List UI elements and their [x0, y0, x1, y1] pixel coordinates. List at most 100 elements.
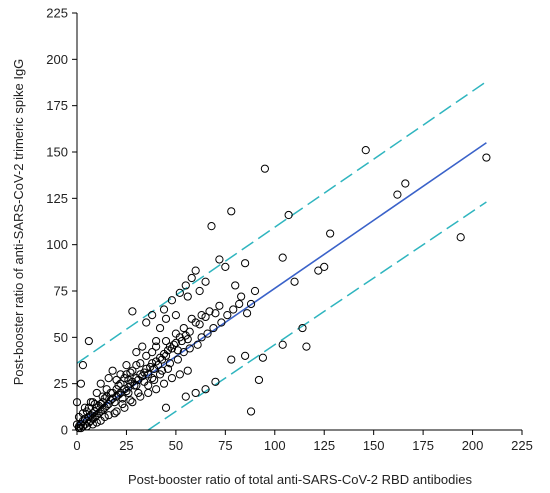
data-point: [237, 292, 246, 301]
data-point: [175, 370, 184, 379]
data-point: [185, 344, 194, 353]
data-point: [326, 229, 335, 238]
y-tick-label: 75: [54, 284, 68, 299]
data-point: [173, 346, 182, 355]
data-point: [167, 296, 177, 305]
data-point: [187, 273, 196, 283]
data-point: [201, 277, 210, 286]
data-point: [229, 305, 238, 314]
data-point: [183, 292, 192, 301]
data-point: [161, 336, 171, 346]
data-point: [159, 305, 169, 314]
data-point: [159, 379, 169, 388]
data-point: [278, 253, 287, 262]
data-point: [171, 310, 180, 320]
data-point: [84, 403, 93, 412]
data-point: [205, 307, 214, 316]
data-point: [227, 207, 236, 216]
y-tick-label: 175: [46, 98, 68, 113]
y-tick-label: 25: [54, 376, 68, 391]
data-point: [171, 338, 180, 347]
data-point: [78, 409, 88, 418]
data-point: [209, 323, 218, 333]
data-point: [167, 374, 177, 383]
data-point: [185, 327, 194, 336]
data-point: [104, 411, 113, 420]
data-point: [183, 366, 192, 375]
data-point: [177, 336, 186, 346]
plot-area: [72, 80, 491, 433]
y-tick-label: 100: [46, 237, 68, 252]
data-point: [250, 286, 260, 296]
upper-band-line: [76, 80, 487, 364]
data-point: [128, 366, 137, 375]
data-point: [142, 351, 151, 360]
data-point: [179, 323, 188, 333]
data-point: [161, 351, 171, 360]
data-point: [153, 361, 163, 370]
data-point: [100, 394, 109, 403]
x-tick-label: 200: [462, 438, 484, 453]
data-point: [100, 412, 109, 422]
data-point: [165, 342, 175, 351]
data-point: [203, 329, 212, 338]
x-tick-label: 175: [412, 438, 434, 453]
x-tick-label: 75: [218, 438, 232, 453]
data-point: [86, 398, 95, 407]
data-point: [361, 146, 370, 155]
y-tick-label: 50: [54, 330, 68, 345]
data-point: [241, 259, 250, 268]
data-point: [116, 370, 125, 379]
data-point: [134, 388, 143, 398]
data-point: [298, 323, 307, 333]
data-point: [126, 379, 135, 388]
data-point: [193, 340, 202, 349]
data-point: [136, 370, 145, 379]
data-point: [148, 348, 157, 357]
x-tick-label: 125: [313, 438, 335, 453]
x-tick-label: 100: [264, 438, 286, 453]
data-point: [207, 222, 216, 231]
data-point: [161, 403, 171, 412]
data-point: [152, 342, 161, 351]
data-point: [401, 179, 410, 188]
data-point: [150, 375, 159, 385]
data-point: [142, 318, 151, 327]
data-point: [260, 164, 269, 173]
data-point: [114, 381, 123, 390]
data-point: [211, 377, 220, 386]
data-point: [320, 262, 329, 272]
data-point: [92, 418, 101, 427]
data-point: [191, 266, 200, 275]
data-point: [122, 361, 131, 370]
data-point: [148, 310, 157, 320]
data-point: [258, 353, 268, 362]
y-tick-label: 200: [46, 52, 68, 67]
data-point: [302, 342, 311, 351]
data-point: [118, 399, 127, 409]
data-point: [112, 375, 121, 385]
data-point: [201, 385, 210, 394]
data-point: [482, 153, 491, 162]
data-point: [88, 420, 97, 429]
data-point: [201, 312, 210, 322]
data-point: [142, 364, 151, 373]
data-point: [211, 309, 220, 318]
data-point: [144, 381, 153, 390]
data-point: [88, 398, 97, 407]
data-point: [181, 392, 190, 401]
data-point: [102, 401, 111, 411]
x-axis-title: Post-booster ratio of total anti-SARS-Co…: [128, 472, 472, 487]
data-point: [148, 359, 157, 368]
data-point: [191, 318, 200, 327]
data-point: [169, 340, 179, 349]
data-point: [163, 364, 173, 373]
data-point: [157, 366, 167, 375]
data-point: [181, 281, 190, 290]
y-tick-label: 0: [61, 423, 68, 438]
data-point: [148, 374, 157, 383]
data-point: [126, 368, 135, 377]
data-point: [80, 403, 90, 412]
data-point: [242, 309, 252, 318]
